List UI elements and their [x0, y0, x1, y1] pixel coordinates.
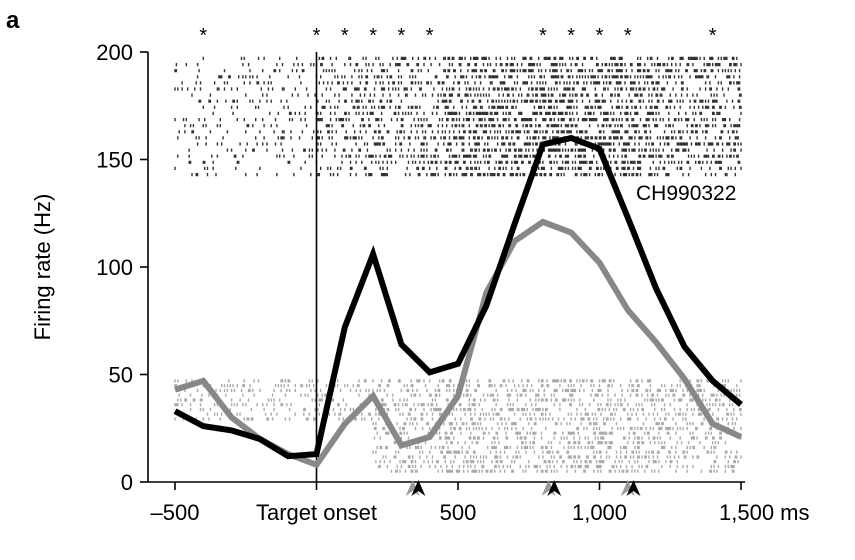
- event-marker-arrow: [411, 480, 426, 496]
- event-marker-arrow: [626, 480, 641, 496]
- rate-line-1: [174, 218, 743, 469]
- cell-id-label: CH990322: [636, 182, 736, 205]
- y-tick-label: 50: [109, 363, 133, 388]
- significance-star: *: [341, 25, 349, 47]
- significance-star: *: [624, 25, 632, 47]
- y-tick-label: 0: [121, 470, 133, 495]
- event-markers: [405, 480, 641, 496]
- significance-stars: * * * * * * * * * * *: [199, 25, 716, 47]
- spike-raster-0: [174, 56, 742, 177]
- x-tick-label: 500: [440, 500, 477, 525]
- significance-star: *: [567, 25, 575, 47]
- significance-star: *: [539, 25, 547, 47]
- x-tick-label: –500: [151, 500, 200, 525]
- x-ticks: –500 Target onset 500 1,000 1,500 ms: [151, 482, 810, 525]
- y-tick-label: 150: [96, 148, 133, 173]
- y-axis-title: Firing rate (Hz): [30, 194, 55, 341]
- panel-label: a: [6, 7, 20, 34]
- significance-star: *: [596, 25, 604, 47]
- rate-line-0: [173, 134, 743, 460]
- y-ticks: 0 50 100 150 200: [96, 40, 148, 495]
- significance-star: *: [426, 25, 434, 47]
- rate-lines: [173, 134, 743, 469]
- significance-star: *: [199, 25, 207, 47]
- y-tick-label: 200: [96, 40, 133, 65]
- significance-star: *: [709, 25, 717, 47]
- event-marker-arrow: [547, 480, 562, 496]
- spike-rasters: [174, 56, 742, 473]
- y-tick-label: 100: [96, 255, 133, 280]
- significance-star: *: [398, 25, 406, 47]
- x-tick-label: 1,000: [572, 500, 627, 525]
- significance-star: *: [369, 25, 377, 47]
- spike-raster-1: [174, 379, 742, 473]
- significance-star: *: [313, 25, 321, 47]
- x-tick-label: 1,500 ms: [719, 500, 810, 525]
- x-tick-label: Target onset: [256, 500, 377, 525]
